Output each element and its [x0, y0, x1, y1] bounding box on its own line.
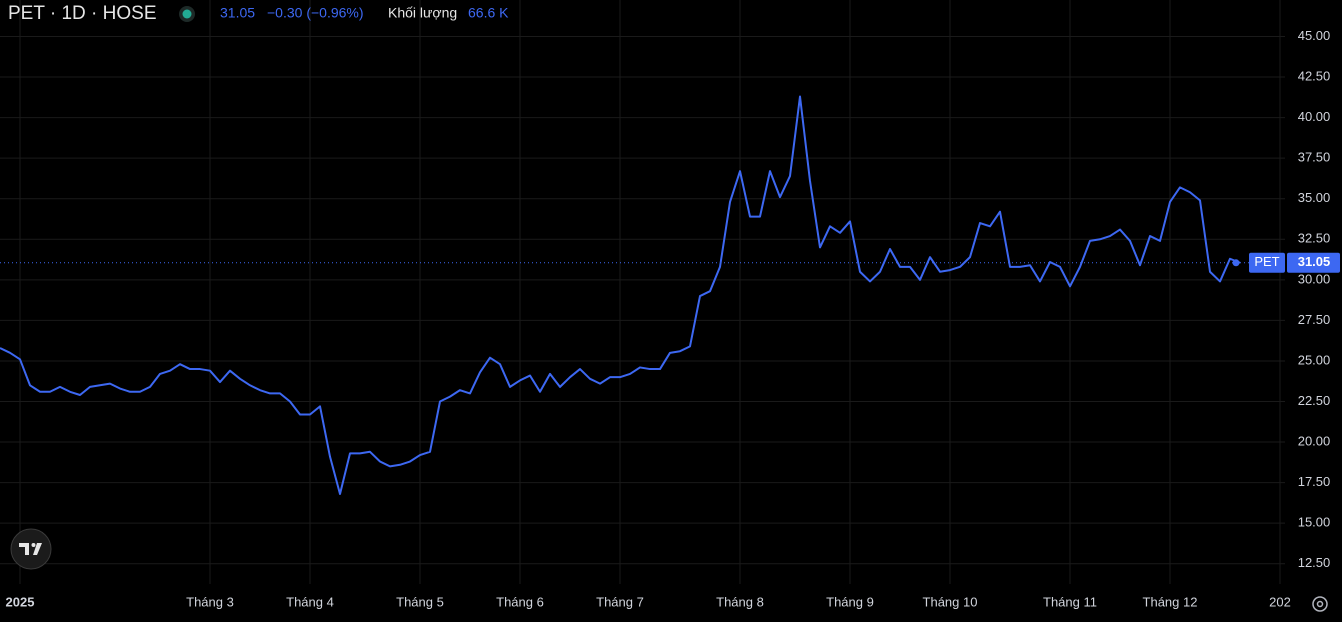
- price-tag-label: 31.05: [1298, 254, 1331, 269]
- x-tick-label: Tháng 8: [716, 594, 764, 609]
- logo-mark: [19, 543, 42, 555]
- logo-dot: [31, 543, 36, 547]
- header-price: 31.05: [220, 5, 255, 21]
- y-tick-label: 45.00: [1298, 28, 1331, 43]
- y-tick-label: 17.50: [1298, 474, 1331, 489]
- logo-badge[interactable]: [10, 528, 52, 570]
- header-change: −0.30 (−0.96%): [267, 5, 364, 21]
- grid: [0, 0, 1285, 584]
- y-tick-label: 32.50: [1298, 231, 1331, 246]
- x-tick-label: Tháng 4: [286, 594, 334, 609]
- y-tick-label: 22.50: [1298, 393, 1331, 408]
- last-point: [1232, 259, 1240, 267]
- gear-center: [1316, 600, 1324, 608]
- y-tick-label: 27.50: [1298, 312, 1331, 327]
- y-tick-label: 42.50: [1298, 68, 1331, 83]
- series-tag: [1249, 252, 1285, 273]
- plot: [0, 95, 1285, 495]
- gear[interactable]: [1312, 596, 1328, 612]
- x-tick-label: Tháng 11: [1043, 594, 1097, 609]
- status-dot: [182, 9, 192, 19]
- tv-logo[interactable]: [10, 528, 52, 570]
- y-tick-label: 30.00: [1298, 271, 1331, 286]
- volume-label: Khối lượng: [388, 5, 457, 21]
- price-tag: [1287, 252, 1340, 273]
- volume-value: 66.6 K: [468, 5, 509, 21]
- x-tick-label: 2025: [6, 594, 35, 609]
- y-tick-label: 20.00: [1298, 433, 1331, 448]
- series-tag-label: PET: [1254, 254, 1279, 269]
- x-tick-label: Tháng 10: [923, 594, 978, 609]
- x-tick-label: Tháng 12: [1143, 594, 1198, 609]
- x-tick-label: Tháng 9: [826, 594, 874, 609]
- y-tick-label: 25.00: [1298, 352, 1331, 367]
- x-tick-label: Tháng 7: [596, 594, 644, 609]
- y-tick-label: 35.00: [1298, 190, 1331, 205]
- symbol[interactable]: PET · 1D · HOSE: [8, 3, 157, 24]
- y-tick-label: 37.50: [1298, 150, 1331, 165]
- x-tick-label: 202: [1269, 594, 1291, 609]
- price-line: [0, 95, 1241, 495]
- x-tick-label: Tháng 5: [396, 594, 444, 609]
- y-tick-label: 12.50: [1298, 555, 1331, 570]
- y-tick-label: 40.00: [1298, 109, 1331, 124]
- x-tick-label: Tháng 6: [496, 594, 544, 609]
- x-tick-label: Tháng 3: [186, 594, 234, 609]
- y-tick-label: 15.00: [1298, 515, 1331, 530]
- settings-icon[interactable]: [1312, 596, 1328, 612]
